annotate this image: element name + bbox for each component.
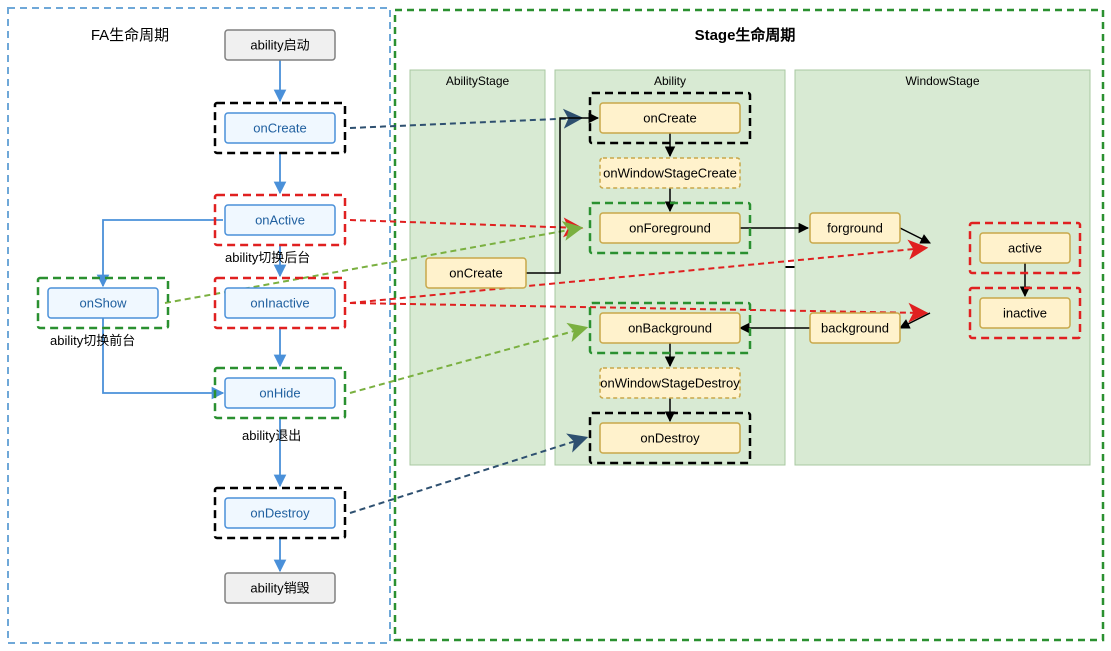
node-as_onCreate: onCreate bbox=[426, 258, 526, 288]
label-switch-bg: ability切换后台 bbox=[225, 250, 310, 265]
node-ab_onWSD: onWindowStageDestroy bbox=[600, 368, 740, 398]
label-exit: ability退出 bbox=[242, 428, 301, 443]
fa-title: FA生命周期 bbox=[91, 26, 169, 44]
lifecycle-diagram: ability启动 onCreate onActive onInactive onSho… bbox=[0, 0, 1111, 651]
stage-title: Stage生命周期 bbox=[695, 26, 796, 44]
node-label: active bbox=[1008, 240, 1042, 255]
fa-panel bbox=[8, 8, 390, 643]
node-label: onWindowStageDestroy bbox=[600, 375, 740, 390]
node-label: onCreate bbox=[449, 265, 502, 280]
node-label: onForeground bbox=[629, 220, 711, 235]
node-end: ability销毁 bbox=[225, 573, 335, 603]
node-label: ability启动 bbox=[250, 37, 309, 52]
node-label: ability销毁 bbox=[250, 580, 309, 595]
onshow-up-arrow bbox=[103, 220, 223, 286]
col-ability-stage: AbilityStage bbox=[446, 74, 510, 88]
node-label: forground bbox=[827, 220, 883, 235]
col-ability: Ability bbox=[654, 74, 686, 88]
node-label: onCreate bbox=[253, 120, 306, 135]
node-onActive: onActive bbox=[215, 195, 345, 245]
node-start: ability启动 bbox=[225, 30, 335, 60]
node-onDestroy: onDestroy bbox=[215, 488, 345, 538]
node-onInactive: onInactive bbox=[215, 278, 345, 328]
node-label: onHide bbox=[259, 385, 300, 400]
node-ws_background: background bbox=[810, 313, 900, 343]
node-label: onCreate bbox=[643, 110, 696, 125]
node-label: onActive bbox=[255, 212, 305, 227]
node-label: onDestroy bbox=[640, 430, 700, 445]
node-label: onInactive bbox=[250, 295, 309, 310]
node-label: inactive bbox=[1003, 305, 1047, 320]
col-window-stage: WindowStage bbox=[905, 74, 979, 88]
node-label: background bbox=[821, 320, 889, 335]
node-label: onShow bbox=[80, 295, 128, 310]
node-ab_onWSC: onWindowStageCreate bbox=[600, 158, 740, 188]
node-label: onWindowStageCreate bbox=[603, 165, 737, 180]
label-switch-fg: ability切换前台 bbox=[50, 333, 135, 348]
node-onCreate: onCreate bbox=[215, 103, 345, 153]
node-label: onBackground bbox=[628, 320, 712, 335]
node-onHide: onHide bbox=[215, 368, 345, 418]
node-ws_forground: forground bbox=[810, 213, 900, 243]
stage-column bbox=[795, 70, 1090, 465]
node-label: onDestroy bbox=[250, 505, 310, 520]
